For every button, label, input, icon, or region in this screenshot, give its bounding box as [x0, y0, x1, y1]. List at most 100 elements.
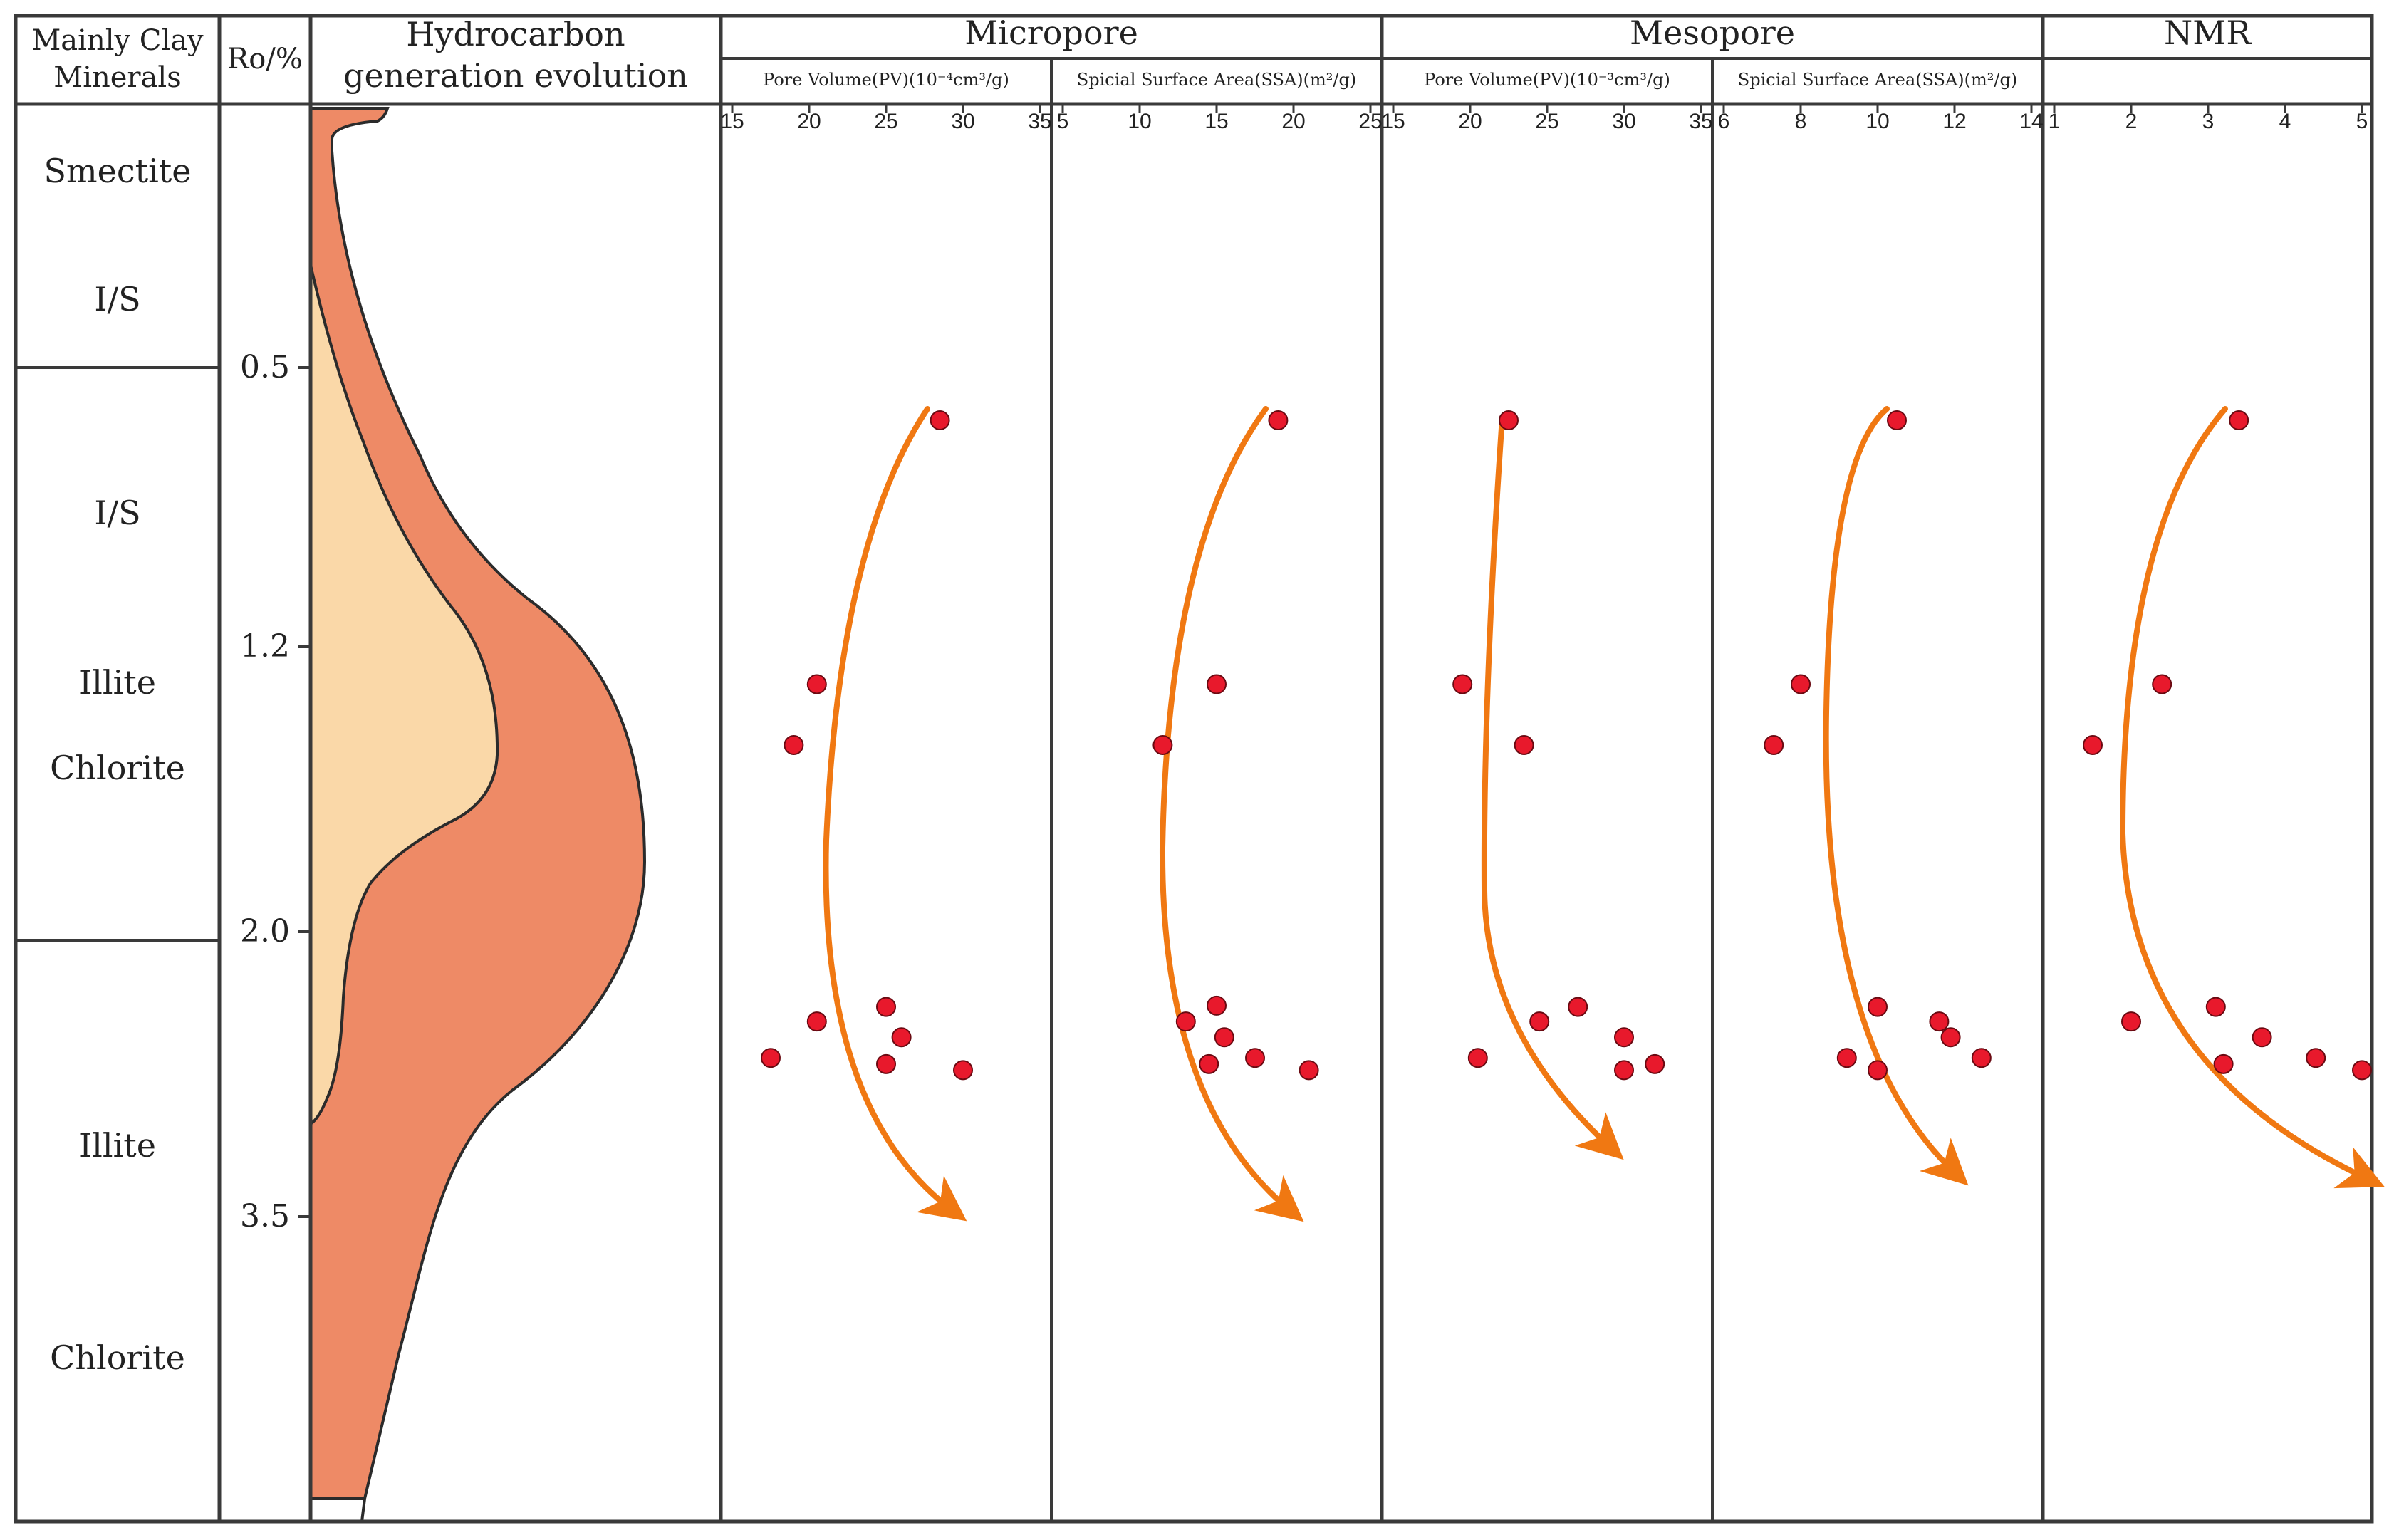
micro_pv-tick-label-3: 30 [951, 110, 974, 133]
micro_ssa-tick-label-2: 15 [1204, 110, 1228, 133]
micro_ssa-point-5 [1214, 1027, 1234, 1048]
micro_pv-point-3 [876, 997, 896, 1017]
nmr-tick-label-4: 5 [2356, 110, 2368, 133]
ro-scale: 0.5 1.2 2.0 3.5 [240, 349, 311, 1234]
trend-arrows [823, 406, 2385, 1222]
meso_pv-point-1 [1452, 674, 1473, 694]
nmr-point-5 [2252, 1027, 2272, 1048]
micro_pv-point-1 [806, 674, 827, 694]
micro_pv-point-6 [761, 1048, 781, 1068]
nmr-tick-label-0: 1 [2049, 110, 2061, 133]
meso_pv-point-5 [1614, 1027, 1634, 1048]
mesopore-header: Mesopore [1630, 14, 1795, 52]
meso_pv-tick-label-2: 25 [1535, 110, 1558, 133]
trend-arrow-meso-ssa [1823, 406, 1969, 1186]
trend-arrow-micro-ssa [1159, 406, 1304, 1222]
meso_ssa-tick-label-0: 6 [1718, 110, 1730, 133]
meso_pv-tick-label-1: 20 [1458, 110, 1482, 133]
nmr-point-0 [2229, 410, 2249, 430]
clay-illite-1: Illite [79, 663, 156, 702]
meso_ssa-point-6 [1836, 1048, 1857, 1068]
micro_ssa-point-8 [1299, 1060, 1319, 1081]
nmr-header: NMR [2164, 14, 2252, 52]
meso_ssa-point-2 [1764, 735, 1784, 755]
hc-header-line2: generation evolution [343, 56, 688, 95]
clay-is-upper: I/S [94, 280, 140, 318]
micro-pv-subheader: Pore Volume(PV)(10⁻⁴cm³/g) [763, 70, 1009, 90]
nmr-point-3 [2205, 997, 2226, 1017]
nmr-point-1 [2152, 674, 2172, 694]
clay-chlorite-2: Chlorite [50, 1338, 185, 1377]
micro_pv-tick-label-2: 25 [874, 110, 897, 133]
meso_ssa-point-5 [1940, 1027, 1961, 1048]
meso_ssa-point-7 [1971, 1048, 1992, 1068]
frame [14, 14, 2374, 1524]
clay-smectite: Smectite [43, 152, 191, 190]
micro_ssa-point-0 [1268, 410, 1289, 430]
meso_pv-point-6 [1467, 1048, 1488, 1068]
clay-is-lower: I/S [94, 494, 140, 532]
meso_pv-point-4 [1529, 1011, 1550, 1032]
nmr-point-4 [2121, 1011, 2141, 1032]
ro-header: Ro/% [227, 43, 303, 76]
micro_pv-point-4 [806, 1011, 827, 1032]
nmr-point-8 [2352, 1060, 2372, 1081]
trend-arrow-micro-pv [823, 406, 967, 1222]
micro_pv-point-2 [784, 735, 804, 755]
micro_pv-point-7 [876, 1053, 896, 1074]
micro_ssa-point-4 [1175, 1011, 1196, 1032]
meso_ssa-tick-label-2: 10 [1865, 110, 1889, 133]
micro_pv-tick-label-4: 35 [1028, 110, 1051, 133]
micro_ssa-point-3 [1207, 995, 1227, 1016]
meso_pv-tick-label-3: 30 [1612, 110, 1635, 133]
trend-arrow-meso-pv [1481, 415, 1624, 1160]
micro_pv-point-5 [891, 1027, 912, 1048]
clay-header-line1: Mainly Clay [31, 24, 204, 57]
meso_ssa-point-4 [1929, 1011, 1950, 1032]
meso_ssa-tick-label-4: 14 [2019, 110, 2043, 133]
meso_pv-point-2 [1514, 735, 1534, 755]
clay-illite-2: Illite [79, 1126, 156, 1165]
micro_ssa-point-2 [1152, 735, 1173, 755]
oil-generation-zone [309, 264, 499, 1127]
micro_pv-point-0 [930, 410, 950, 430]
micro_ssa-tick-label-0: 5 [1057, 110, 1069, 133]
nmr-point-2 [2083, 735, 2103, 755]
micro_pv-tick-label-1: 20 [797, 110, 821, 133]
meso-pv-subheader: Pore Volume(PV)(10⁻³cm³/g) [1424, 70, 1670, 90]
meso_pv-tick-label-0: 15 [1381, 110, 1405, 133]
nmr-tick-label-1: 2 [2125, 110, 2138, 133]
micro_ssa-point-1 [1207, 674, 1227, 694]
meso_ssa-point-3 [1868, 997, 1888, 1017]
clay-chlorite-1: Chlorite [50, 749, 185, 787]
micro_ssa-point-7 [1199, 1053, 1219, 1074]
ro-tick-2: 2.0 [240, 913, 290, 950]
clay-header-line2: Minerals [53, 61, 181, 94]
nmr-tick-label-3: 4 [2279, 110, 2291, 133]
meso_ssa-point-0 [1887, 410, 1907, 430]
trend-arrow-nmr [2119, 406, 2385, 1189]
meso_pv-point-0 [1499, 410, 1519, 430]
meso_pv-point-3 [1568, 997, 1588, 1017]
meso_ssa-point-1 [1791, 674, 1811, 694]
meso-ssa-subheader: Spicial Surface Area(SSA)(m²/g) [1738, 70, 2017, 90]
micro_ssa-tick-label-1: 10 [1128, 110, 1151, 133]
nmr-point-7 [2213, 1053, 2234, 1074]
micro_pv-point-8 [953, 1060, 973, 1081]
meso_pv-point-8 [1614, 1060, 1634, 1081]
meso_ssa-tick-label-1: 8 [1795, 110, 1807, 133]
ro-tick-3: 3.5 [240, 1198, 290, 1234]
micro_ssa-point-6 [1245, 1048, 1265, 1068]
meso_ssa-tick-label-3: 12 [1942, 110, 1966, 133]
hc-header-line1: Hydrocarbon [406, 15, 625, 53]
micro_ssa-tick-label-3: 20 [1281, 110, 1305, 133]
micro-ssa-subheader: Spicial Surface Area(SSA)(m²/g) [1077, 70, 1356, 90]
micropore-header: Micropore [964, 14, 1138, 52]
meso_pv-tick-label-4: 35 [1689, 110, 1712, 133]
meso_ssa-point-8 [1868, 1060, 1888, 1081]
nmr-tick-label-2: 3 [2202, 110, 2215, 133]
ro-tick-0: 0.5 [240, 349, 290, 385]
meso_pv-point-7 [1645, 1053, 1665, 1074]
